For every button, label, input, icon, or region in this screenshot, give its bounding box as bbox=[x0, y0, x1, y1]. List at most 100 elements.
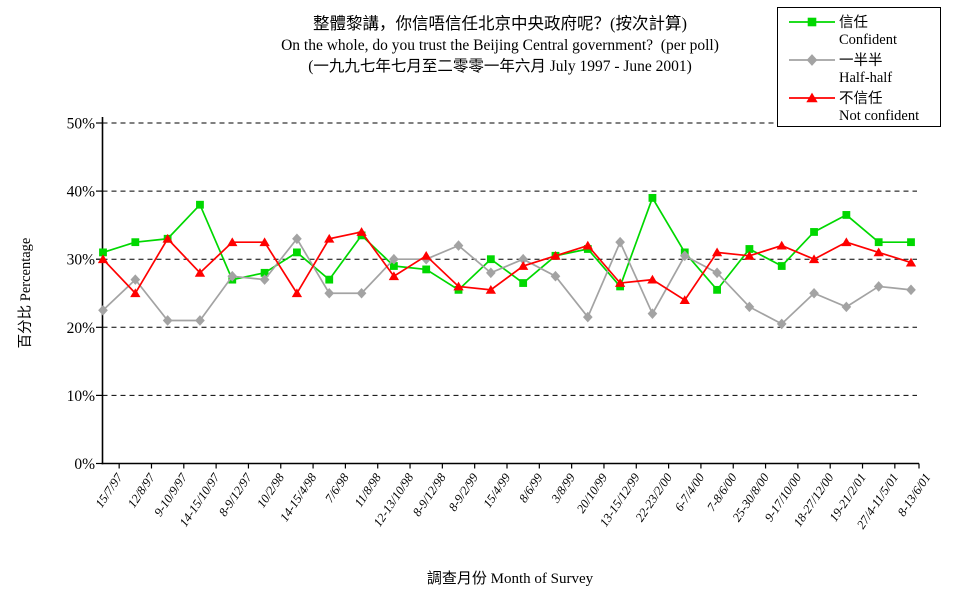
half-half-marker bbox=[809, 287, 819, 299]
half-half-marker bbox=[712, 267, 722, 279]
chart-title-block: 整體黎講，你信唔信任北京中央政府呢？(按次計算) On the whole, d… bbox=[20, 13, 977, 77]
half-half-marker bbox=[873, 281, 884, 292]
not-confident-marker bbox=[647, 274, 658, 284]
legend-label-half-half-zh: 一半半 bbox=[839, 53, 883, 69]
half-half-marker bbox=[744, 301, 755, 313]
y-axis-tick-label: 30% bbox=[67, 252, 96, 269]
x-axis-title: 調查月份 Month of Survey bbox=[427, 570, 594, 587]
confident-marker bbox=[99, 248, 107, 257]
not-confident-series bbox=[97, 227, 917, 304]
chart-date-range: (一九九七年七月至二零零一年六月 July 1997 - June 2001) bbox=[308, 58, 692, 75]
y-axis-tick-label: 10% bbox=[67, 388, 96, 405]
x-axis-label: 6-7/4/00 bbox=[672, 470, 708, 514]
x-axis-label: 8-9/12/97 bbox=[216, 470, 255, 519]
half-half-marker bbox=[324, 287, 335, 299]
legend-label-not-confident-en: Not confident bbox=[839, 108, 920, 124]
not-confident-marker bbox=[291, 288, 303, 298]
half-half-marker bbox=[453, 240, 464, 251]
confident-marker bbox=[907, 238, 915, 247]
x-axis-label: 3/8/99 bbox=[548, 470, 578, 506]
legend-label-not-confident-zh: 不信任 bbox=[839, 91, 883, 107]
not-confident-marker bbox=[356, 227, 367, 236]
confident-legend-marker bbox=[807, 17, 817, 26]
not-confident-marker bbox=[905, 257, 917, 267]
half-half-marker bbox=[679, 250, 690, 262]
not-confident-marker bbox=[388, 271, 400, 281]
legend-label-confident-en: Confident bbox=[839, 32, 897, 48]
half-half-marker bbox=[195, 315, 205, 326]
not-confident-marker bbox=[485, 285, 496, 294]
confident-marker bbox=[293, 248, 301, 257]
confident-marker bbox=[486, 255, 495, 264]
x-axis-label: 10/2/98 bbox=[254, 470, 287, 510]
not-confident-marker bbox=[162, 233, 173, 243]
half-half-marker bbox=[647, 308, 658, 319]
half-half-series bbox=[98, 233, 916, 330]
not-confident-marker bbox=[453, 281, 464, 291]
confident-marker bbox=[648, 194, 657, 202]
legend-item-confident: 信任 Confident bbox=[778, 12, 940, 50]
half-half-marker bbox=[356, 287, 367, 299]
confident-marker bbox=[842, 211, 851, 219]
confident-marker bbox=[196, 200, 204, 209]
x-axis-label: 15/4/99 bbox=[480, 470, 513, 510]
x-axis-label: 8-9/2/99 bbox=[446, 470, 482, 514]
half-half-marker bbox=[841, 301, 852, 313]
half-half-marker bbox=[98, 304, 108, 316]
confident-marker bbox=[810, 228, 818, 236]
not-confident-marker bbox=[744, 250, 755, 260]
confident-marker bbox=[260, 268, 269, 277]
chart-title-en: On the whole, do you trust the Beijing C… bbox=[281, 37, 719, 54]
half-half-marker-icon bbox=[789, 53, 835, 66]
not-confident-marker bbox=[776, 240, 787, 250]
confident-marker bbox=[389, 262, 398, 270]
legend-label-confident-zh: 信任 bbox=[839, 15, 868, 31]
x-axis-label: 8/6/99 bbox=[516, 470, 546, 505]
not-confident-marker bbox=[841, 237, 852, 247]
confident-marker bbox=[745, 245, 754, 253]
half-half-marker bbox=[582, 311, 593, 323]
not-confident-marker bbox=[808, 254, 820, 264]
confident-marker bbox=[131, 238, 140, 247]
not-confident-marker bbox=[227, 237, 238, 247]
not-confident-marker bbox=[130, 288, 141, 298]
confident-marker bbox=[777, 262, 786, 270]
half-half-marker bbox=[292, 233, 302, 245]
not-confident-marker bbox=[421, 250, 432, 260]
half-half-marker bbox=[389, 253, 399, 265]
not-confident-line bbox=[102, 231, 912, 302]
confident-marker bbox=[422, 265, 431, 274]
half-half-marker bbox=[259, 274, 270, 285]
chart-title-zh: 整體黎講，你信唔信任北京中央政府呢？(按次計算) bbox=[313, 14, 687, 33]
x-axis-label: 7/6/98 bbox=[322, 470, 352, 505]
half-half-marker bbox=[518, 253, 528, 265]
not-confident-marker bbox=[97, 254, 109, 264]
confident-marker bbox=[519, 279, 528, 287]
x-axis-label: 8-9/12/98 bbox=[410, 470, 449, 519]
half-half-marker bbox=[550, 270, 561, 282]
confident-line bbox=[102, 195, 911, 292]
not-confident-marker bbox=[711, 247, 723, 257]
half-half-legend-marker bbox=[806, 53, 818, 66]
confident-marker bbox=[874, 238, 883, 247]
confident-marker bbox=[325, 275, 334, 284]
half-half-marker bbox=[486, 267, 496, 279]
x-axis-label: 8-13/6/01 bbox=[895, 471, 934, 519]
confident-marker-icon bbox=[789, 17, 835, 26]
not-confident-marker bbox=[614, 278, 626, 287]
confident-marker bbox=[713, 285, 721, 294]
half-half-marker bbox=[776, 318, 787, 330]
not-confident-marker bbox=[873, 247, 884, 257]
half-half-marker bbox=[130, 274, 141, 285]
legend: 信任 Confident 一半半 Half-half 不信任 Not confi… bbox=[777, 7, 941, 127]
not-confident-marker bbox=[194, 267, 206, 277]
not-confident-marker bbox=[582, 240, 593, 250]
y-axis-tick-label: 0% bbox=[74, 456, 95, 473]
y-axis-tick-label: 40% bbox=[67, 184, 96, 201]
half-half-line bbox=[102, 237, 912, 325]
not-confident-marker bbox=[324, 233, 335, 243]
half-half-marker bbox=[615, 236, 625, 248]
half-half-marker bbox=[906, 284, 916, 296]
